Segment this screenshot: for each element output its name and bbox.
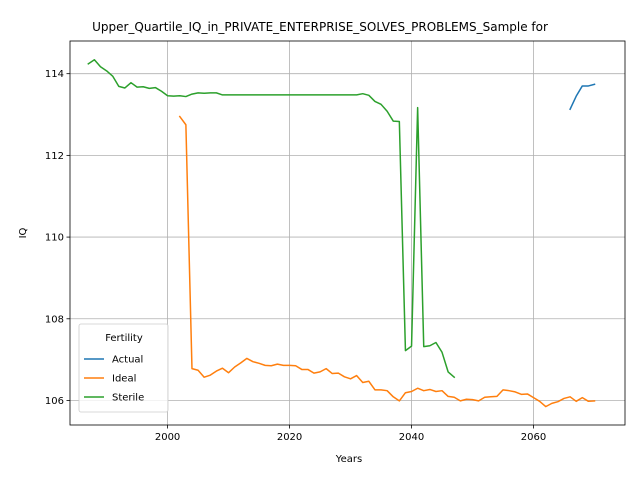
y-tick-label: 108	[45, 314, 64, 325]
x-axis-label: Years	[335, 454, 362, 465]
x-tick-label: 2040	[399, 432, 424, 443]
y-axis-label: IQ	[18, 227, 29, 238]
series-lines	[87, 59, 596, 408]
x-tick-label: 2000	[155, 432, 180, 443]
y-tick-label: 106	[45, 396, 64, 407]
x-tick-label: 2020	[277, 432, 302, 443]
axis-ticks: 2000 2020 2040 2060 106 108 110 112 114	[45, 69, 546, 443]
x-tick-label: 2060	[521, 432, 546, 443]
legend-entries: Actual Ideal Sterile	[84, 355, 144, 404]
series-line-actual	[569, 83, 596, 111]
legend-frame	[78, 323, 169, 413]
legend: Fertility Actual Ideal Sterile	[78, 323, 169, 413]
series-line-sterile	[87, 59, 456, 379]
legend-title: Fertility	[105, 333, 143, 344]
plot-area-frame	[69, 40, 626, 426]
y-tick-label: 112	[45, 151, 64, 162]
chart-title: Upper_Quartile_IQ_in_PRIVATE_ENTERPRISE_…	[92, 20, 548, 34]
legend-label-sterile: Sterile	[112, 393, 144, 404]
y-tick-label: 114	[45, 69, 64, 80]
grid	[70, 41, 625, 425]
legend-label-ideal: Ideal	[112, 374, 136, 385]
legend-label-actual: Actual	[112, 355, 143, 366]
y-tick-label: 110	[45, 233, 64, 244]
series-line-ideal	[178, 115, 596, 408]
